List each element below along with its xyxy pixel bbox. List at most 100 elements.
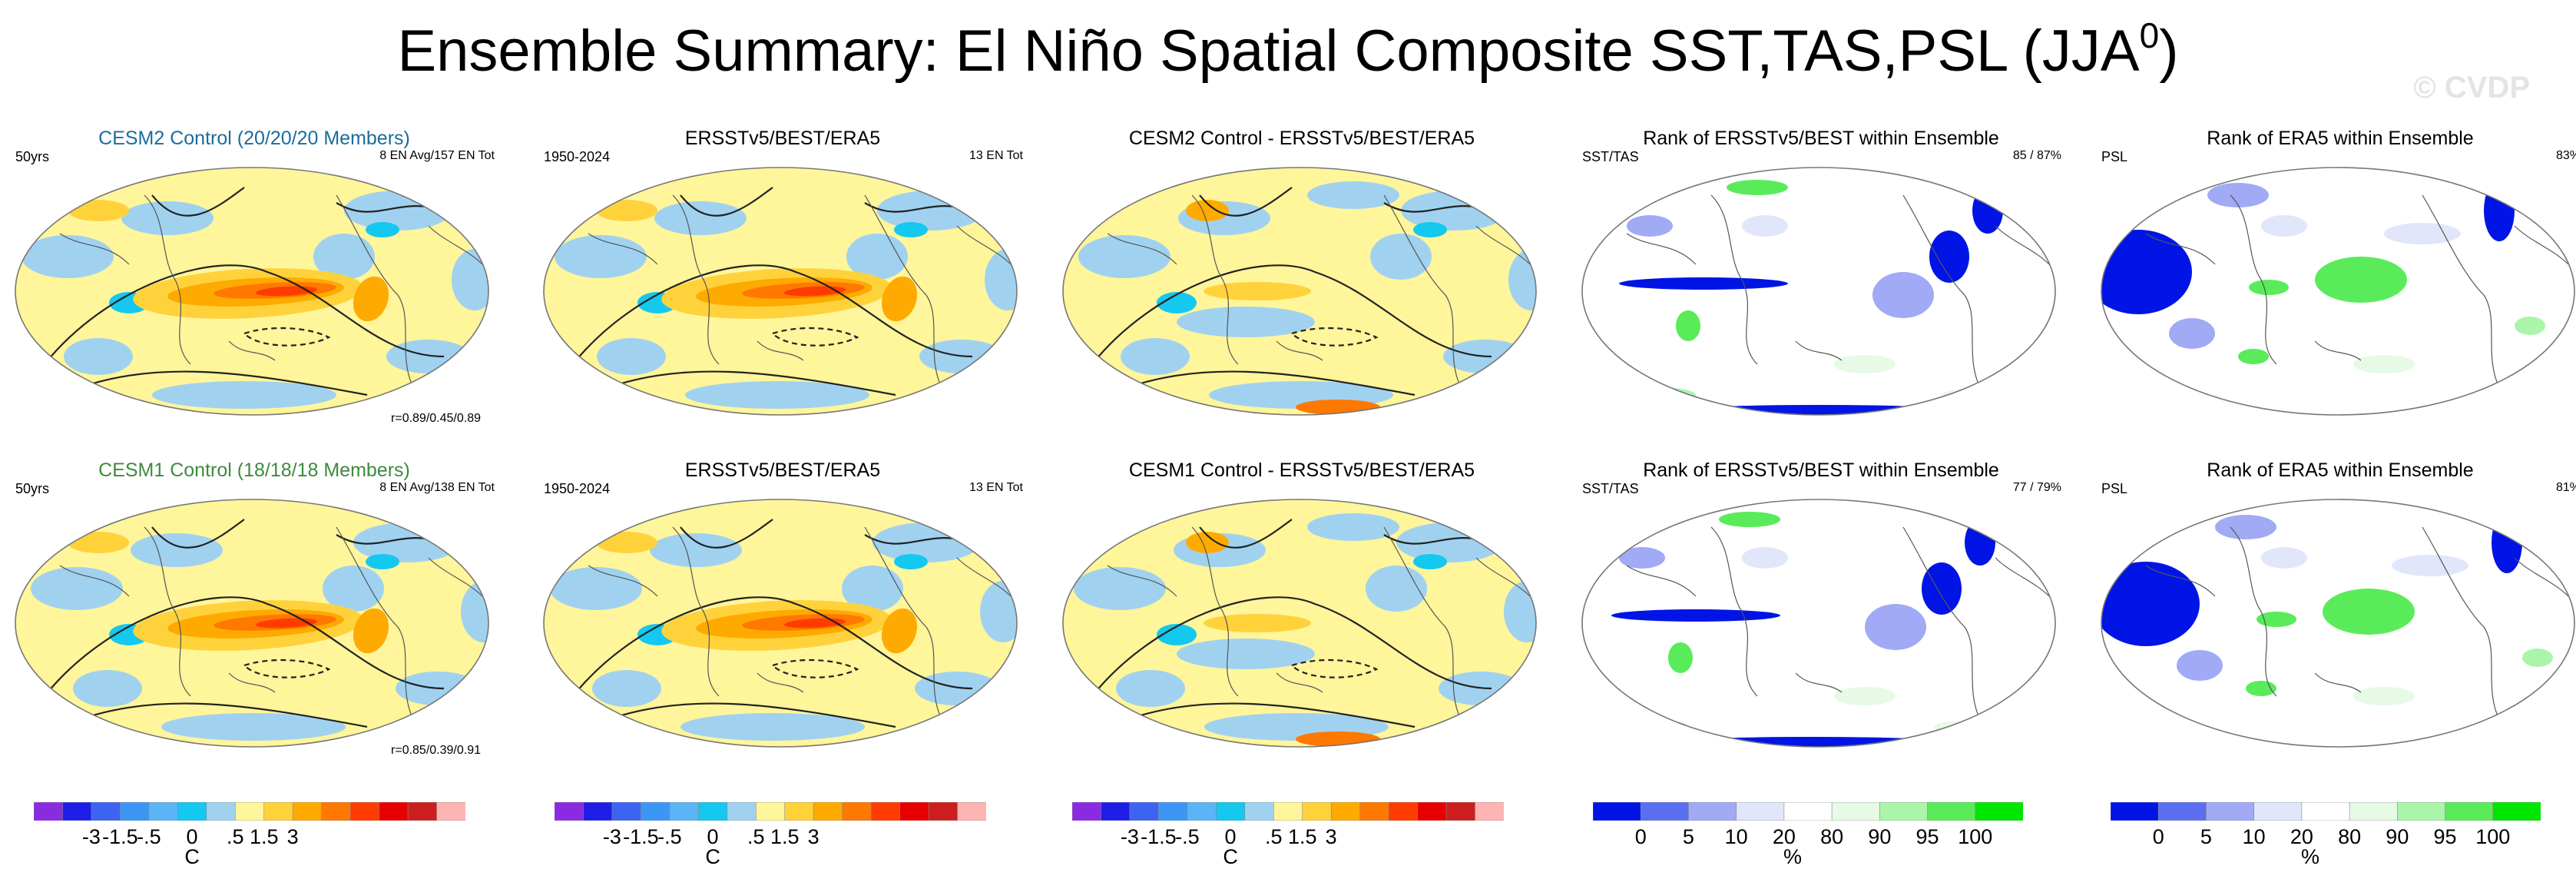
colorbar-tick-label: -3: [81, 825, 101, 848]
panel-title: Rank of ERA5 within Ensemble: [2207, 459, 2474, 481]
colorbar-tick-label: 0: [707, 825, 719, 848]
psl-contour: [588, 370, 896, 396]
warm-anomaly-region: [784, 618, 846, 629]
colorbar-swatch: [2206, 802, 2255, 821]
coastline: [1107, 526, 1531, 720]
cool-anomaly-region: [1157, 292, 1197, 313]
map-panel-rank1: Rank of ERSSTv5/BEST within Ensemble SST/…: [1571, 124, 2071, 447]
colorbar-swatch: [234, 802, 265, 821]
colorbar-tick-label: .5: [747, 825, 765, 848]
psl-contour: [1091, 264, 1492, 365]
rank-region: [1727, 180, 1788, 195]
colorbar-tick-label: 1.5: [1287, 825, 1317, 848]
colorbar-swatch: [206, 802, 237, 821]
panel-right-label: 8 EN Avg/157 EN Tot: [379, 149, 495, 162]
cool-anomaly-region: [31, 567, 123, 610]
rank-region: [1680, 405, 1957, 415]
panel-right-label: 13 EN Tot: [969, 149, 1023, 162]
map-panel-diff: CESM1 Control - ERSSTv5/BEST/ERA5: [1052, 456, 1551, 779]
rank-region: [2169, 318, 2215, 349]
cool-anomaly-region: [461, 581, 488, 642]
cool-anomaly-region: [121, 201, 214, 235]
colorbar-swatch: [1640, 802, 1690, 821]
colorbar-swatch: [1927, 802, 1976, 821]
psl-negative-contour: [243, 658, 331, 678]
warm-anomaly-region: [1186, 200, 1229, 221]
colorbar-swatch: [120, 802, 150, 821]
colorbar-swatch: [1975, 802, 2023, 821]
panel-title: Rank of ERA5 within Ensemble: [2207, 128, 2474, 149]
colorbar-tick-label: .5: [227, 825, 244, 848]
colorbar-tick-label: 100: [1958, 825, 1993, 848]
colorbar-swatch: [555, 802, 584, 821]
colorbar-tick-label: -.5: [1175, 825, 1200, 848]
map-border: [1062, 167, 1537, 416]
cool-anomaly-region: [650, 533, 742, 567]
rank-region: [1942, 389, 2003, 401]
figure-title: Ensemble Summary: El Niño Spatial Compos…: [0, 17, 2576, 86]
cool-anomaly-region: [1307, 513, 1399, 541]
figure-title-text: Ensemble Summary: El Niño Spatial Compos…: [397, 18, 2140, 84]
rank-region: [1619, 547, 1665, 569]
colorbar-swatch: [755, 802, 786, 821]
colorbar-swatch: [1359, 802, 1389, 821]
colorbar-tick-label: 20: [2290, 825, 2313, 848]
warm-anomaly-region: [784, 286, 846, 297]
rank-region: [1834, 355, 1896, 373]
rank-region: [2315, 257, 2407, 303]
colorbar-swatch: [1475, 802, 1504, 821]
coastline: [1626, 194, 2050, 388]
psl-contour: [588, 702, 896, 728]
colorbar-rank: 0 5 10 20 80 90 95 100%: [2111, 802, 2541, 879]
colorbar-tick-label: 1.5: [249, 825, 279, 848]
panel-title: ERSSTv5/BEST/ERA5: [684, 459, 881, 481]
rank-region: [1922, 562, 1962, 615]
pattern-correlation-label: r=0.89/0.45/0.89: [391, 412, 481, 425]
map-panel-diff: CESM2 Control - ERSSTv5/BEST/ERA5: [1052, 124, 1551, 447]
cool-anomaly-region: [894, 222, 928, 237]
colorbar-tick-label: 80: [1820, 825, 1844, 848]
colorbar-swatch: [2157, 802, 2207, 821]
cool-anomaly-region: [73, 670, 142, 707]
coastline: [2145, 526, 2569, 720]
colorbar-swatch: [1388, 802, 1419, 821]
colorbar-swatch: [177, 802, 207, 821]
cool-anomaly-region: [353, 522, 461, 562]
colorbar-swatch: [2349, 802, 2399, 821]
map-border: [1581, 167, 2056, 416]
cool-anomaly-region: [1396, 522, 1504, 562]
warm-anomaly-region: [353, 608, 389, 654]
warm-anomaly-region: [596, 532, 657, 553]
rank-background: [1582, 168, 2055, 415]
colorbar-swatch: [34, 802, 64, 821]
panel-title: CESM2 Control (20/20/20 Members): [98, 128, 410, 149]
rank-region: [1619, 277, 1788, 290]
cool-anomaly-region: [654, 201, 747, 235]
panel-right-label: 85 / 87%: [2012, 149, 2061, 162]
rank-region: [2215, 515, 2276, 539]
psl-negative-contour: [1291, 327, 1379, 347]
colorbar-swatch: [407, 802, 438, 821]
colorbar-tick-label: 0: [1634, 825, 1647, 848]
colorbar-tick-label: -1.5: [623, 825, 659, 848]
colorbar-swatch: [1273, 802, 1303, 821]
panel-title: CESM1 Control - ERSSTv5/BEST/ERA5: [1128, 459, 1475, 481]
colorbar-tick-label: -3: [602, 825, 621, 848]
warm-anomaly-region: [1296, 731, 1380, 747]
coastline: [1107, 194, 1531, 388]
colorbar-swatch: [1158, 802, 1188, 821]
psl-contour: [151, 519, 245, 549]
cool-anomaly-region: [894, 554, 928, 569]
coastline: [588, 194, 1012, 388]
psl-contour: [1091, 596, 1492, 697]
colorbar-swatch: [1330, 802, 1361, 821]
rank-region: [2323, 589, 2415, 635]
cool-anomaly-region: [1401, 191, 1508, 231]
colorbar-swatch: [1101, 802, 1131, 821]
psl-negative-contour: [243, 327, 331, 347]
rank-region: [2261, 215, 2307, 237]
colorbar-tick-label: 5: [1682, 825, 1694, 848]
colorbar-unit-label: C: [1223, 845, 1238, 868]
cool-anomaly-region: [550, 567, 642, 610]
cool-anomaly-region: [323, 566, 384, 612]
